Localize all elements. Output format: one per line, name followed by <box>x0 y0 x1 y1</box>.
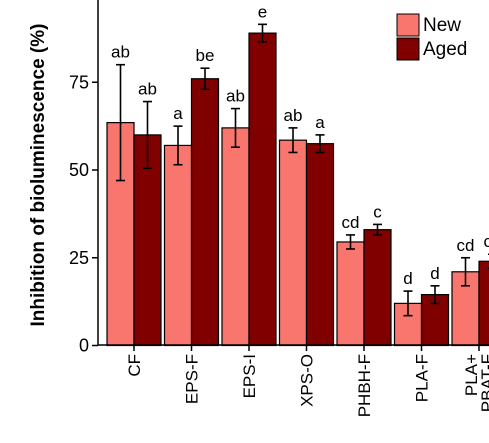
y-axis: 0 25 50 75 <box>69 0 99 356</box>
bar-aged-7 <box>478 260 489 347</box>
legend-label-aged: Aged <box>423 39 467 60</box>
svg-text:PHBH-F: PHBH-F <box>355 354 374 417</box>
significance-label: ab <box>138 80 157 99</box>
x-tick-label: PLA+PBAT-F <box>462 354 489 412</box>
significance-label: cd <box>457 236 475 255</box>
svg-text:CF: CF <box>125 354 144 377</box>
legend-swatch-new <box>396 13 420 37</box>
x-tick-label: CF <box>125 354 144 377</box>
svg-text:EPS-I: EPS-I <box>240 354 259 398</box>
svg-text:XPS-O: XPS-O <box>298 354 317 407</box>
plot-area: abababeabeabacdcddcdcd <box>106 2 489 347</box>
significance-label: d <box>403 269 412 288</box>
bar-aged-2 <box>190 78 220 347</box>
bar-new-3 <box>221 127 250 347</box>
x-tick-label: EPS-I <box>240 354 259 398</box>
bar-aged-5 <box>363 229 392 347</box>
svg-text:EPS-F: EPS-F <box>183 354 202 404</box>
significance-label: be <box>196 46 215 65</box>
svg-text:PLA-F: PLA-F <box>413 354 432 402</box>
significance-label: e <box>258 2 267 21</box>
bar-new-5 <box>336 241 365 347</box>
x-tick-label: PLA-F <box>413 354 432 402</box>
y-tick-label: 25 <box>69 248 89 268</box>
bar-new-2 <box>163 144 193 347</box>
bar-aged-4 <box>305 143 335 347</box>
significance-label: cd <box>484 232 489 251</box>
significance-label: a <box>315 113 325 132</box>
significance-label: cd <box>342 213 360 232</box>
x-tick-label: EPS-F <box>183 354 202 404</box>
legend: New Aged <box>396 13 467 61</box>
y-tick-label: 75 <box>69 72 89 92</box>
svg-text:PLA+: PLA+ <box>462 354 481 396</box>
significance-label: ab <box>111 43 130 62</box>
svg-text:PBAT-F: PBAT-F <box>478 354 489 412</box>
y-tick-label: 0 <box>79 336 89 356</box>
significance-label: d <box>430 264 439 283</box>
x-axis: CF EPS-F EPS-I XPS-O PHBH-F PLA-F PLA+PBAT-F <box>98 344 489 417</box>
legend-label-new: New <box>423 15 461 36</box>
significance-label: a <box>173 104 183 123</box>
bar-aged-3 <box>248 32 277 347</box>
significance-label: ab <box>284 106 303 125</box>
y-tick-label: 50 <box>69 160 89 180</box>
legend-swatch-aged <box>396 37 420 61</box>
bar-new-4 <box>278 139 308 347</box>
significance-label: ab <box>226 87 245 106</box>
significance-label: c <box>373 202 382 221</box>
x-tick-label: XPS-O <box>298 354 317 407</box>
y-axis-title: Inhibition of bioluminescence (%) <box>28 24 49 327</box>
x-tick-label: PHBH-F <box>355 354 374 417</box>
